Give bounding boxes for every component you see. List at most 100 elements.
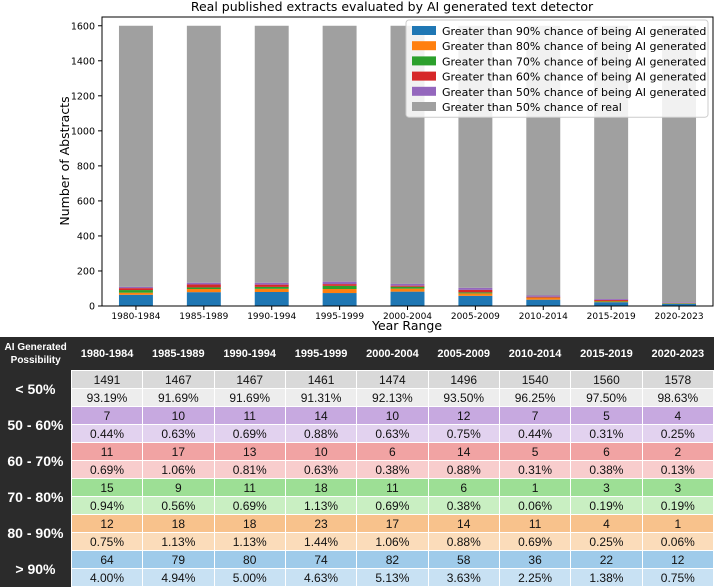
count-cell: 10	[143, 407, 214, 425]
percent-cell: 0.69%	[357, 497, 428, 515]
percent-cell: 91.31%	[285, 389, 356, 407]
y-tick-label: 1200	[71, 91, 95, 102]
count-cell: 4	[571, 515, 642, 533]
bar-segment	[458, 290, 492, 292]
legend-swatch	[412, 26, 436, 35]
count-cell: 9	[143, 479, 214, 497]
bar-segment	[187, 292, 221, 306]
count-cell: 1578	[642, 371, 713, 389]
bar-segment	[119, 287, 153, 288]
chart-legend: Greater than 90% chance of being AI gene…	[406, 20, 708, 117]
percent-cell: 0.31%	[499, 461, 570, 479]
percent-cell: 93.19%	[71, 389, 142, 407]
y-tick-label: 1600	[71, 21, 95, 32]
table-column-header: 1990-1994	[214, 337, 285, 371]
percent-cell: 1.06%	[357, 533, 428, 551]
percent-cell: 91.69%	[143, 389, 214, 407]
y-tick-label: 400	[77, 231, 95, 242]
count-cell: 6	[428, 479, 499, 497]
bar-segment	[119, 290, 153, 293]
y-axis-label: Number of Abstracts	[57, 96, 72, 225]
bar-segment	[662, 303, 696, 304]
count-cell: 11	[214, 479, 285, 497]
x-tick-label: 1990-1994	[247, 312, 296, 322]
bar-segment	[255, 285, 289, 287]
bar-segment	[594, 301, 628, 302]
legend-swatch	[412, 87, 436, 96]
x-tick-label: 2005-2009	[451, 312, 500, 322]
y-tick-label: 1000	[71, 126, 95, 137]
row-header: 70 - 80%	[0, 479, 71, 515]
count-cell: 11	[499, 515, 570, 533]
legend-entry: Greater than 90% chance of being AI gene…	[442, 25, 706, 38]
bar-segment	[594, 300, 628, 301]
corner-header-line-1: AI Generated	[5, 342, 67, 353]
count-cell: 7	[71, 407, 142, 425]
count-cell: 58	[428, 551, 499, 569]
bar-segment	[391, 287, 425, 289]
row-header: 80 - 90%	[0, 515, 71, 551]
count-cell: 14	[285, 407, 356, 425]
count-cell: 2	[642, 443, 713, 461]
stacked-bar-chart: Real published extracts evaluated by AI …	[0, 0, 714, 337]
x-tick-label: 2015-2019	[587, 312, 636, 322]
table-column-header: 2000-2004	[357, 337, 428, 371]
percent-cell: 0.44%	[71, 425, 142, 443]
count-cell: 6	[571, 443, 642, 461]
count-cell: 3	[642, 479, 713, 497]
bar-segment	[526, 295, 560, 296]
row-header: < 50%	[0, 371, 71, 407]
count-cell: 13	[214, 443, 285, 461]
count-cell: 11	[214, 407, 285, 425]
bar-segment	[323, 293, 357, 306]
bar-segment	[255, 289, 289, 292]
bar-segment	[594, 299, 628, 300]
count-cell: 23	[285, 515, 356, 533]
legend-entry: Greater than 80% chance of being AI gene…	[442, 40, 706, 53]
bar-segment	[187, 284, 221, 287]
bar-segment	[391, 292, 425, 306]
legend-entry: Greater than 50% chance of real	[442, 101, 622, 114]
table-column-header: 1985-1989	[143, 337, 214, 371]
table-column-header: 2010-2014	[499, 337, 570, 371]
corner-header-line-2: Possibility	[11, 355, 61, 366]
count-cell: 14	[428, 443, 499, 461]
table-column-header: 2005-2009	[428, 337, 499, 371]
bar-segment	[323, 284, 357, 286]
count-cell: 5	[499, 443, 570, 461]
count-cell: 7	[499, 407, 570, 425]
bar-segment	[458, 288, 492, 290]
count-cell: 12	[428, 407, 499, 425]
chart-title: Real published extracts evaluated by AI …	[191, 0, 594, 14]
table-row: 0.44%0.63%0.69%0.88%0.63%0.75%0.44%0.31%…	[0, 425, 714, 443]
table-column-header: 2020-2023	[642, 337, 713, 371]
legend-swatch	[412, 102, 436, 111]
x-tick-label: 1995-1999	[315, 312, 364, 322]
bar-segment	[458, 292, 492, 293]
percent-cell: 0.81%	[214, 461, 285, 479]
count-cell: 3	[571, 479, 642, 497]
bar-segment	[323, 282, 357, 284]
percent-cell: 0.69%	[214, 497, 285, 515]
bar-segment	[391, 284, 425, 286]
percent-cell: 97.50%	[571, 389, 642, 407]
percent-cell: 0.25%	[642, 425, 713, 443]
percent-cell: 3.63%	[428, 569, 499, 587]
count-cell: 1560	[571, 371, 642, 389]
bar-segment	[662, 302, 696, 303]
count-cell: 14	[428, 515, 499, 533]
x-tick-label: 2020-2023	[655, 312, 704, 322]
percent-cell: 0.75%	[428, 425, 499, 443]
x-tick-label: 1980-1984	[111, 312, 160, 322]
count-cell: 6	[357, 443, 428, 461]
bar-segment	[458, 296, 492, 306]
percent-cell: 0.94%	[71, 497, 142, 515]
bar-segment	[255, 287, 289, 289]
count-cell: 80	[214, 551, 285, 569]
